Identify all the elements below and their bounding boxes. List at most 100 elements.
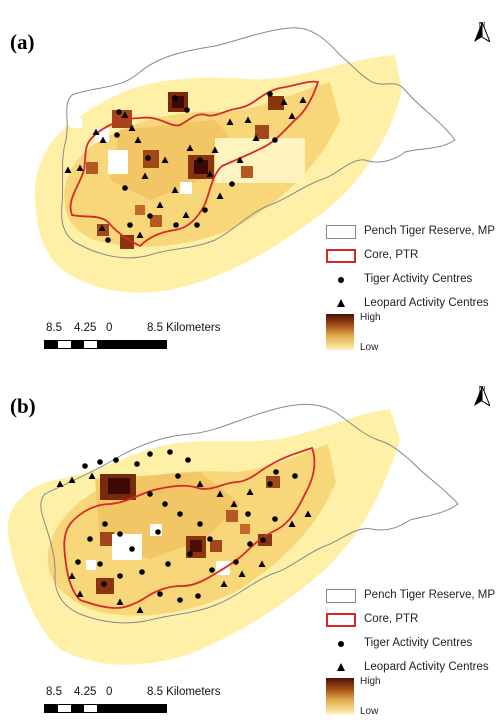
tiger-marker — [122, 185, 128, 191]
tiger-marker — [139, 569, 145, 575]
legend-leopard-label: Leopard Activity Centres — [364, 661, 489, 673]
north-arrow-icon — [474, 386, 490, 406]
leopard-marker — [288, 112, 296, 119]
ramp-high-label: High — [360, 312, 381, 323]
panel-label: (a) — [10, 30, 35, 54]
leopard-marker — [161, 156, 169, 163]
leopard-marker — [136, 231, 144, 238]
tiger-marker — [184, 107, 190, 113]
tiger-marker — [97, 459, 103, 465]
tiger-marker — [117, 573, 123, 579]
leopard-marker — [288, 520, 296, 527]
scale-segments — [44, 340, 167, 349]
leopard-marker — [246, 488, 254, 495]
panel-label: (b) — [10, 394, 36, 418]
tiger-marker — [117, 531, 123, 537]
tiger-marker — [162, 501, 168, 507]
legend-tiger-label: Tiger Activity Centres — [364, 273, 473, 285]
density-hotspots — [96, 474, 280, 594]
leopard-marker — [128, 124, 136, 131]
reserve-boundary — [40, 403, 459, 624]
leopard-symbol — [326, 297, 356, 311]
scale-labels: 8.5 4.25 0 8.5 Kilometers — [44, 686, 284, 700]
tiger-marker — [267, 481, 273, 487]
legend: Pench Tiger Reserve, MP Core, PTR Tiger … — [326, 586, 500, 682]
legend-boundary: Pench Tiger Reserve, MP — [326, 222, 500, 246]
reserve-boundary — [61, 27, 456, 259]
density-ramp — [326, 314, 354, 350]
tiger-marker — [272, 137, 278, 143]
tiger-marker — [147, 491, 153, 497]
tiger-activity-centres — [105, 91, 278, 243]
leopard-marker — [244, 116, 252, 123]
tiger-marker — [97, 561, 103, 567]
tiger-marker — [167, 449, 173, 455]
legend-core-label: Core, PTR — [364, 613, 419, 625]
leopard-activity-centres — [56, 472, 312, 613]
ramp-high-label: High — [360, 676, 381, 687]
core-area — [63, 446, 316, 609]
scale-label-mid: 4.25 — [74, 322, 97, 334]
legend-core-label: Core, PTR — [364, 249, 419, 261]
scale-segments — [44, 704, 167, 713]
leopard-marker — [230, 500, 238, 507]
tiger-marker — [113, 457, 119, 463]
leopard-marker — [216, 490, 224, 497]
leopard-marker — [220, 580, 228, 587]
tiger-marker — [127, 222, 133, 228]
scale-label-right: 8.5 Kilometers — [147, 322, 221, 334]
core-swatch — [326, 613, 356, 627]
leopard-marker — [226, 118, 234, 125]
tiger-marker — [82, 463, 88, 469]
leopard-symbol — [326, 661, 356, 675]
leopard-marker — [236, 156, 244, 163]
tiger-marker — [202, 207, 208, 213]
legend: Pench Tiger Reserve, MP Core, PTR Tiger … — [326, 222, 500, 318]
legend-leopard-label: Leopard Activity Centres — [364, 297, 489, 309]
tiger-marker — [145, 155, 151, 161]
leopard-marker — [68, 572, 76, 579]
scale-label-right: 8.5 Kilometers — [147, 686, 221, 698]
scale-label-zero: 0 — [106, 686, 113, 698]
leopard-marker — [98, 224, 106, 231]
leopard-marker — [121, 111, 129, 118]
leopard-marker — [304, 510, 312, 517]
tiger-marker — [267, 91, 273, 97]
tiger-marker — [187, 551, 193, 557]
tiger-marker — [157, 591, 163, 597]
leopard-marker — [156, 201, 164, 208]
legend-boundary-label: Pench Tiger Reserve, MP — [364, 589, 496, 601]
scale-labels: 8.5 4.25 0 8.5 Kilometers — [44, 322, 284, 336]
leopard-marker — [141, 172, 149, 179]
tiger-marker — [177, 597, 183, 603]
leopard-marker — [76, 590, 84, 597]
leopard-marker — [196, 480, 204, 487]
tiger-marker — [102, 521, 108, 527]
legend-leopard: Leopard Activity Centres — [326, 658, 500, 682]
tiger-marker — [75, 559, 81, 565]
map-canvas-a — [34, 27, 456, 293]
tiger-marker — [101, 581, 107, 587]
legend-boundary-label: Pench Tiger Reserve, MP — [364, 225, 496, 237]
tiger-marker — [147, 213, 153, 219]
leopard-marker — [56, 480, 64, 487]
tiger-marker — [165, 561, 171, 567]
leopard-marker — [206, 170, 214, 177]
leopard-marker — [252, 134, 260, 141]
leopard-marker — [258, 560, 266, 567]
tiger-marker — [177, 511, 183, 517]
tiger-marker — [175, 473, 181, 479]
legend-tiger-label: Tiger Activity Centres — [364, 637, 473, 649]
scale-label-left: 8.5 — [46, 686, 62, 698]
tiger-marker — [197, 157, 203, 163]
tiger-activity-centres — [75, 449, 298, 603]
leopard-activity-centres — [64, 96, 307, 238]
north-arrow-icon — [474, 22, 490, 42]
tiger-marker — [207, 536, 213, 542]
tiger-marker — [273, 469, 279, 475]
leopard-marker — [182, 211, 190, 218]
scale-label-zero: 0 — [106, 322, 113, 334]
core-swatch — [326, 249, 356, 263]
tiger-symbol — [326, 637, 356, 651]
tiger-marker — [87, 536, 93, 542]
